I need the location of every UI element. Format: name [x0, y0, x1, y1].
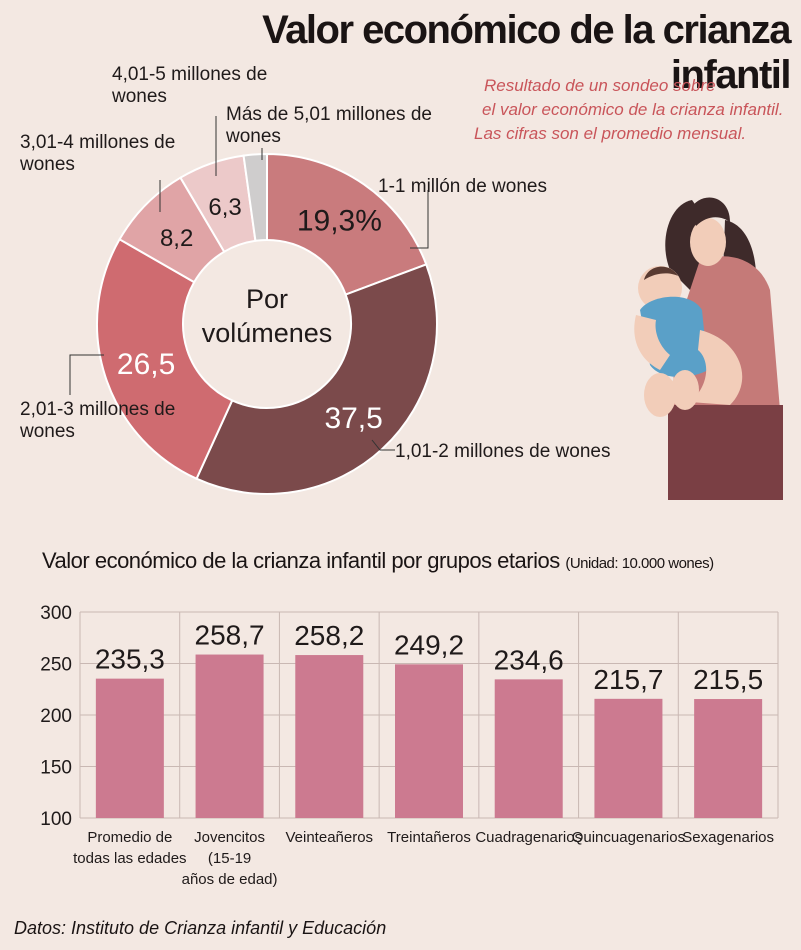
callout-label: wones	[19, 154, 75, 175]
page-title: Valor económico de la crianza infantil	[262, 8, 791, 97]
x-tick-label: Promedio de	[87, 829, 172, 846]
donut-value-label: 8,2	[160, 225, 193, 252]
bar-chart: 100 150 200 250 300 235,3 Promedio de todas las…	[40, 603, 779, 888]
donut-value-label: 19,3%	[297, 205, 382, 238]
callout-label: wones	[225, 126, 281, 147]
bar	[95, 678, 164, 818]
y-tick-label: 150	[40, 758, 72, 779]
donut-center-label: Por	[246, 284, 288, 314]
donut-value-label: 37,5	[324, 402, 382, 435]
bar-value-label: 215,7	[593, 664, 663, 695]
bar	[594, 698, 663, 818]
donut-chart: 19,3% 37,5 26,5 8,2 6,3 Por volúmenes 1-1 milló…	[19, 64, 610, 495]
bar-chart-title-text: Valor económico de la crianza infantil p…	[42, 548, 560, 573]
x-tick-label: años de edad)	[182, 871, 278, 888]
callout-label: 1,01-2 millones de wones	[395, 441, 610, 462]
x-tick-label: Treintañeros	[387, 829, 471, 846]
bar-value-label: 234,6	[494, 644, 564, 675]
bar-value-label: 258,7	[195, 620, 265, 651]
y-tick-label: 300	[40, 603, 72, 624]
mother-baby-illustration	[634, 197, 783, 500]
callout-label: 2,01-3 millones de	[20, 399, 175, 420]
bar-value-label: 235,3	[95, 644, 165, 675]
donut-value-label: 26,5	[117, 348, 175, 381]
bar-value-label: 215,5	[693, 664, 763, 695]
callout-label: wones	[111, 86, 167, 107]
x-tick-label: todas las edades	[73, 850, 186, 867]
callout-label: 3,01-4 millones de	[20, 132, 175, 153]
x-tick-label: Veinteañeros	[285, 829, 373, 846]
bar	[395, 664, 463, 818]
callout-line	[410, 190, 429, 249]
bar-value-label: 249,2	[394, 629, 464, 660]
donut-center-label: volúmenes	[202, 318, 333, 348]
donut-slice	[266, 152, 428, 296]
x-tick-label: Sexagenarios	[682, 829, 774, 846]
callout-line	[371, 439, 395, 451]
x-tick-label: Jovencitos	[194, 829, 265, 846]
bar-chart-title: Valor económico de la crianza infantil p…	[42, 548, 714, 574]
bar	[295, 655, 364, 818]
donut-slice	[96, 237, 234, 481]
bar	[195, 654, 264, 818]
bar-chart-unit: (Unidad: 10.000 wones)	[565, 555, 714, 572]
note-line: el valor económico de la crianza infanti…	[482, 100, 784, 119]
callout-label: wones	[19, 421, 75, 442]
bar	[494, 679, 563, 818]
survey-note: Resultado de un sondeo sobre el valor ec…	[474, 74, 784, 146]
callout-label: 4,01-5 millones de	[112, 64, 267, 85]
donut-slice	[242, 152, 268, 242]
callout-label: 1-1 millón de wones	[378, 176, 547, 197]
source-note: Datos: Instituto de Crianza infantil y E…	[14, 918, 387, 938]
bar-value-label: 258,2	[294, 620, 364, 651]
y-tick-label: 250	[40, 655, 72, 676]
callout-label: Más de 5,01 millones de	[226, 104, 432, 125]
y-tick-label: 200	[40, 706, 72, 727]
donut-value-label: 6,3	[208, 194, 241, 221]
donut-slice	[195, 263, 438, 495]
callout-line	[69, 354, 104, 395]
note-line: Resultado de un sondeo sobre	[484, 76, 716, 95]
bar	[694, 699, 763, 818]
note-line: Las cifras son el promedio mensual.	[474, 124, 747, 143]
x-tick-label: (15-19	[208, 850, 251, 867]
x-tick-label: Quincuagenarios	[572, 829, 685, 846]
x-tick-label: Cuadragenarios	[475, 829, 582, 846]
y-tick-label: 100	[40, 809, 72, 830]
